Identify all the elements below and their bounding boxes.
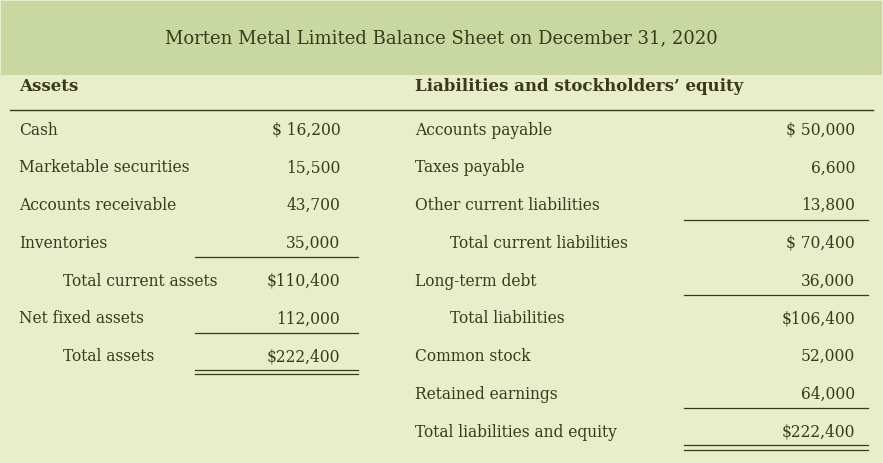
Text: 15,500: 15,500 xyxy=(286,159,340,176)
Text: 13,800: 13,800 xyxy=(802,197,856,214)
Text: 112,000: 112,000 xyxy=(276,311,340,327)
Text: Retained earnings: Retained earnings xyxy=(415,386,558,403)
Text: Accounts payable: Accounts payable xyxy=(415,122,552,139)
Text: 35,000: 35,000 xyxy=(286,235,340,252)
Text: 64,000: 64,000 xyxy=(801,386,856,403)
Text: $222,400: $222,400 xyxy=(267,348,340,365)
Text: Net fixed assets: Net fixed assets xyxy=(19,311,144,327)
Text: Total liabilities and equity: Total liabilities and equity xyxy=(415,424,617,441)
Text: Other current liabilities: Other current liabilities xyxy=(415,197,600,214)
Text: Liabilities and stockholders’ equity: Liabilities and stockholders’ equity xyxy=(415,78,743,95)
Text: $ 70,400: $ 70,400 xyxy=(787,235,856,252)
FancyBboxPatch shape xyxy=(2,1,881,75)
Text: $106,400: $106,400 xyxy=(781,311,856,327)
Text: $222,400: $222,400 xyxy=(781,424,856,441)
Text: Total current assets: Total current assets xyxy=(63,273,217,290)
Text: Total assets: Total assets xyxy=(63,348,155,365)
Text: 36,000: 36,000 xyxy=(801,273,856,290)
Text: 6,600: 6,600 xyxy=(811,159,856,176)
Text: Assets: Assets xyxy=(19,78,79,95)
Text: Accounts receivable: Accounts receivable xyxy=(19,197,177,214)
Text: Morten Metal Limited Balance Sheet on December 31, 2020: Morten Metal Limited Balance Sheet on De… xyxy=(165,29,718,47)
Text: Cash: Cash xyxy=(19,122,57,139)
Text: Taxes payable: Taxes payable xyxy=(415,159,525,176)
Text: Common stock: Common stock xyxy=(415,348,531,365)
Text: Long-term debt: Long-term debt xyxy=(415,273,537,290)
Text: $110,400: $110,400 xyxy=(267,273,340,290)
Text: Total current liabilities: Total current liabilities xyxy=(450,235,628,252)
Text: 52,000: 52,000 xyxy=(801,348,856,365)
Text: 43,700: 43,700 xyxy=(286,197,340,214)
Text: Total liabilities: Total liabilities xyxy=(450,311,565,327)
Text: $ 16,200: $ 16,200 xyxy=(272,122,340,139)
Text: Inventories: Inventories xyxy=(19,235,107,252)
Text: Marketable securities: Marketable securities xyxy=(19,159,190,176)
Text: $ 50,000: $ 50,000 xyxy=(786,122,856,139)
